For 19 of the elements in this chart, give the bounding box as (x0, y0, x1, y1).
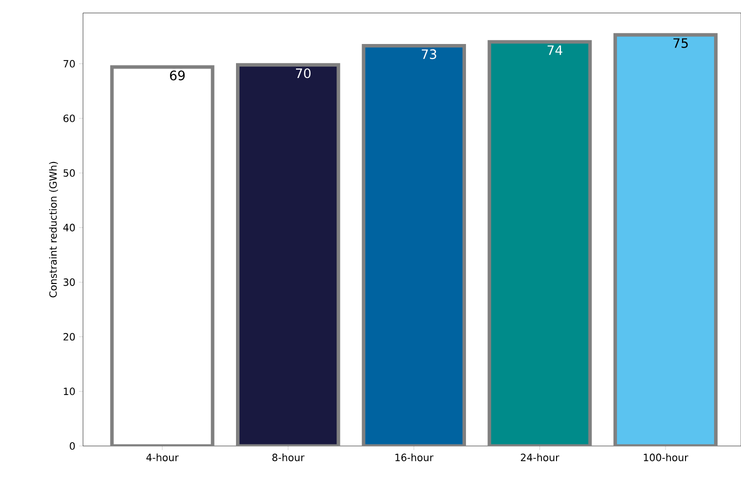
y-tick-label: 20 (64, 333, 75, 341)
x-tick-label: 16-hour (395, 454, 434, 462)
data-label: 73 (422, 49, 436, 60)
data-label: 69 (170, 70, 185, 80)
y-tick-label: 10 (64, 388, 75, 396)
x-tick-label: 4-hour (146, 454, 179, 462)
x-tick-label: 100-hour (644, 454, 688, 462)
y-tick-label: 60 (64, 114, 75, 122)
y-tick-label: 30 (64, 278, 75, 286)
data-label: 75 (673, 38, 688, 48)
y-axis-title: Constraint reduction (GWh) (49, 162, 58, 298)
data-label: 70 (296, 68, 311, 78)
y-tick-label: 70 (64, 60, 75, 68)
y-tick-label: 50 (64, 169, 75, 177)
x-tick-label: 8-hour (272, 454, 304, 462)
data-label: 74 (548, 45, 562, 55)
y-tick-label: 0 (70, 442, 75, 450)
x-tick-label: 24-hour (520, 454, 560, 462)
y-tick-label: 40 (63, 224, 75, 232)
